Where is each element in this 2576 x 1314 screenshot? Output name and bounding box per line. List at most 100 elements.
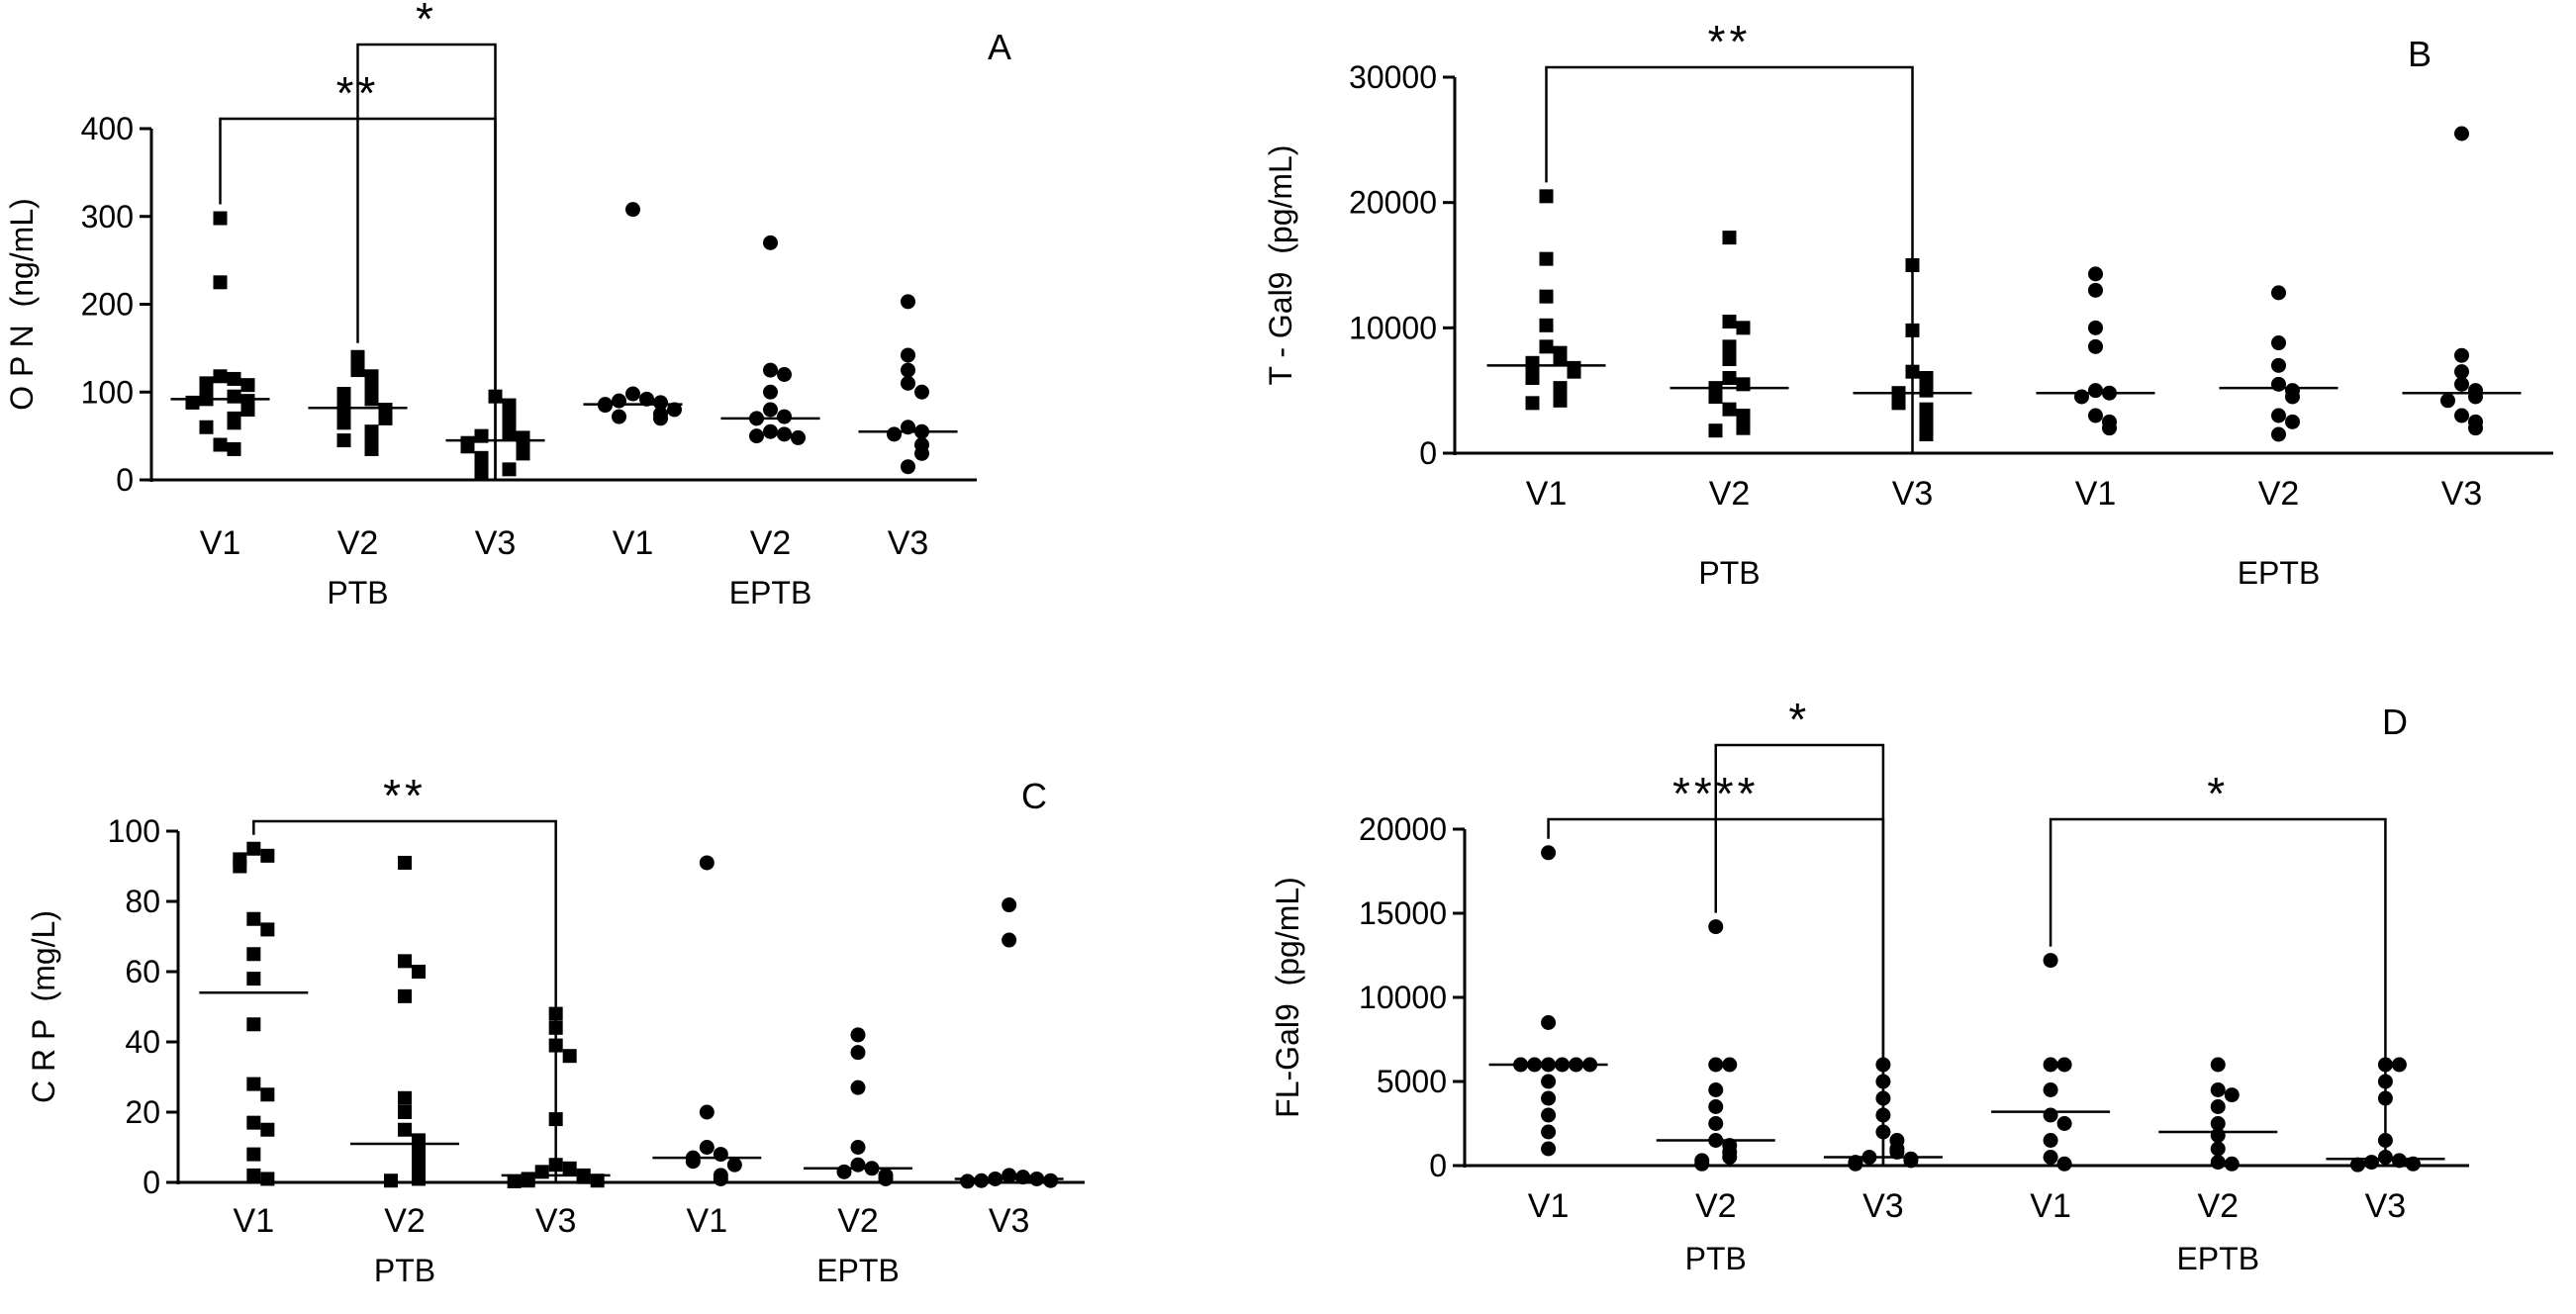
data-point-circle — [901, 347, 915, 363]
significance-bracket — [252, 819, 557, 1182]
data-point-circle — [2043, 953, 2058, 969]
data-point-square — [364, 428, 379, 443]
data-point-square — [240, 403, 255, 417]
y-tick-label: 60 — [125, 954, 160, 989]
data-point-square — [412, 1172, 426, 1186]
data-point-square — [246, 1168, 261, 1182]
data-point-circle — [713, 1171, 728, 1186]
panel-a-chart: 0 100 200 300 400 O P N (ng/mL) V1 V2 V3 V1 V2 V3 PT… — [4, 0, 1011, 610]
group-label-eptb: EPTB — [729, 575, 812, 610]
data-point-circle — [1541, 1141, 1557, 1157]
data-point-circle — [2056, 1156, 2072, 1172]
x-tick-label: V1 — [613, 524, 654, 562]
data-point-circle — [763, 384, 778, 400]
y-tick-label: 400 — [81, 111, 134, 146]
y-tick-label: 80 — [125, 884, 160, 919]
data-point-square — [260, 1087, 275, 1102]
data-point-square — [398, 1122, 412, 1137]
data-point-circle — [763, 423, 778, 439]
data-point-square — [246, 1147, 261, 1162]
data-point-circle — [914, 384, 929, 400]
data-point-circle — [2043, 1082, 2058, 1097]
x-tick-label: V2 — [2258, 475, 2300, 513]
data-point-square — [412, 965, 426, 979]
significance-stars: ** — [1708, 16, 1752, 67]
data-point-circle — [625, 202, 640, 218]
data-point-circle — [726, 1157, 742, 1173]
data-point-square — [474, 465, 489, 480]
significance-bracket — [1714, 743, 1885, 1166]
data-point-circle — [2349, 1157, 2365, 1173]
x-tick-label: V1 — [2030, 1187, 2071, 1225]
group-label-ptb: PTB — [1698, 555, 1760, 591]
data-point-square — [398, 1105, 412, 1119]
y-axis-label: T - Gal9 (pg/mL) — [1263, 144, 1298, 385]
data-point-square — [562, 1161, 577, 1175]
data-point-circle — [2102, 421, 2117, 436]
data-point-circle — [974, 1173, 990, 1188]
data-point-circle — [1002, 897, 1017, 913]
data-point-circle — [2405, 1156, 2421, 1172]
data-point-circle — [763, 402, 778, 418]
x-tick-label: V3 — [2441, 475, 2483, 513]
data-point-square — [1736, 421, 1751, 435]
significance-stars: * — [2207, 768, 2229, 819]
y-tick-label: 0 — [1419, 435, 1437, 471]
panel-letter-c: C — [1021, 776, 1047, 816]
data-point-circle — [2454, 364, 2469, 380]
group-label-eptb: EPTB — [2176, 1241, 2259, 1276]
data-point-circle — [612, 409, 626, 424]
data-point-square — [1567, 364, 1581, 379]
data-point-circle — [763, 362, 778, 378]
data-point-circle — [2056, 1116, 2072, 1131]
significance-stars: * — [1788, 694, 1810, 745]
data-point-square — [1722, 231, 1737, 245]
data-point-square — [227, 389, 241, 404]
data-point-square — [398, 1090, 412, 1105]
data-point-square — [1553, 393, 1568, 408]
data-point-square — [1553, 352, 1568, 366]
panel-letter-a: A — [988, 27, 1011, 67]
data-point-square — [412, 1147, 426, 1162]
data-point-circle — [901, 362, 915, 378]
data-point-circle — [960, 1173, 976, 1189]
significance-bracket — [356, 43, 497, 480]
x-tick-label: V3 — [1892, 475, 1934, 513]
data-point-circle — [777, 409, 792, 424]
data-point-circle — [1043, 1173, 1059, 1188]
x-tick-label: V2 — [837, 1202, 879, 1240]
data-point-circle — [2391, 1153, 2407, 1169]
data-point-circle — [713, 1147, 728, 1163]
data-point-square — [336, 433, 351, 448]
significance-stars: * — [416, 0, 437, 45]
data-point-circle — [1002, 932, 1017, 948]
data-point-circle — [1541, 1090, 1557, 1106]
data-point-square — [350, 363, 365, 378]
y-tick-label: 0 — [1429, 1148, 1447, 1183]
data-point-square — [502, 426, 517, 441]
data-point-circle — [850, 1140, 866, 1155]
data-point-square — [260, 922, 275, 937]
x-tick-label: V3 — [1862, 1187, 1904, 1225]
data-point-square — [240, 378, 255, 393]
data-point-square — [1722, 315, 1737, 328]
data-point-square — [227, 371, 241, 386]
data-point-circle — [2210, 1141, 2226, 1157]
data-point-circle — [1694, 1156, 1710, 1172]
data-point-circle — [2210, 1127, 2226, 1143]
data-point-square — [1539, 189, 1554, 204]
data-point-circle — [2043, 1133, 2058, 1148]
group-label-eptb: EPTB — [2238, 555, 2321, 591]
data-point-square — [1722, 402, 1737, 417]
data-point-square — [1919, 427, 1934, 441]
data-point-circle — [2454, 408, 2469, 423]
data-point-square — [384, 1173, 398, 1188]
data-point-circle — [1541, 845, 1557, 861]
y-tick-label: 10000 — [1359, 980, 1447, 1015]
data-point-circle — [1541, 1107, 1557, 1123]
y-tick-label: 0 — [143, 1165, 160, 1200]
y-tick-label: 20000 — [1359, 811, 1447, 847]
data-point-circle — [2088, 383, 2103, 399]
data-point-circle — [2043, 1057, 2058, 1073]
